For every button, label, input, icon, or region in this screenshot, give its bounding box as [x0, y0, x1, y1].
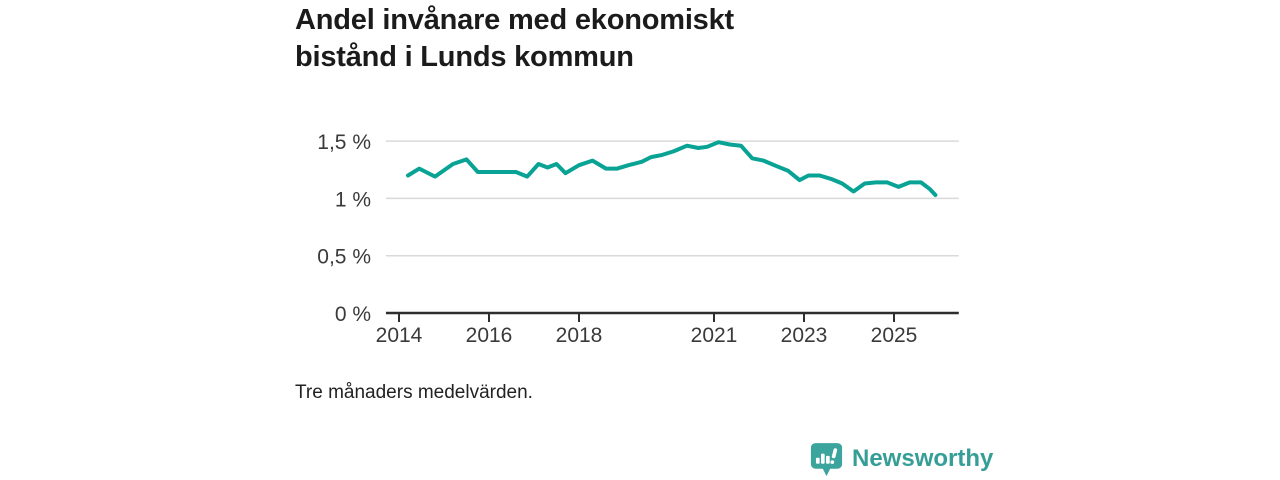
x-axis-tick-label: 2018 — [556, 324, 603, 347]
page-title: Andel invånare med ekonomiskt bistånd i … — [295, 2, 734, 76]
y-axis-tick-label: 0 % — [335, 303, 371, 326]
x-axis-tick-label: 2021 — [691, 324, 738, 347]
y-axis-tick-label: 1,5 % — [317, 131, 371, 154]
y-axis-tick-label: 1 % — [335, 188, 371, 211]
newsworthy-logo: Newsworthy — [810, 442, 993, 479]
newsworthy-logo-icon — [810, 443, 843, 477]
logo-bar-chart-glyph — [815, 448, 838, 465]
chart-footnote: Tre månaders medelvärden. — [295, 382, 533, 403]
y-axis-tick-label: 0,5 % — [317, 246, 371, 269]
x-axis-tick-label: 2014 — [376, 324, 423, 347]
data-line-series — [406, 140, 938, 197]
logo-exclamation-glyph — [830, 448, 838, 465]
title-line-1: Andel invånare med ekonomiskt — [295, 4, 734, 36]
x-axis-tick-label: 2023 — [781, 324, 828, 347]
newsworthy-logo-text: Newsworthy — [852, 444, 994, 472]
x-axis-tick-label: 2016 — [466, 324, 513, 347]
x-axis-tick-label: 2025 — [871, 324, 918, 347]
title-line-2: bistånd i Lunds kommun — [295, 41, 634, 73]
